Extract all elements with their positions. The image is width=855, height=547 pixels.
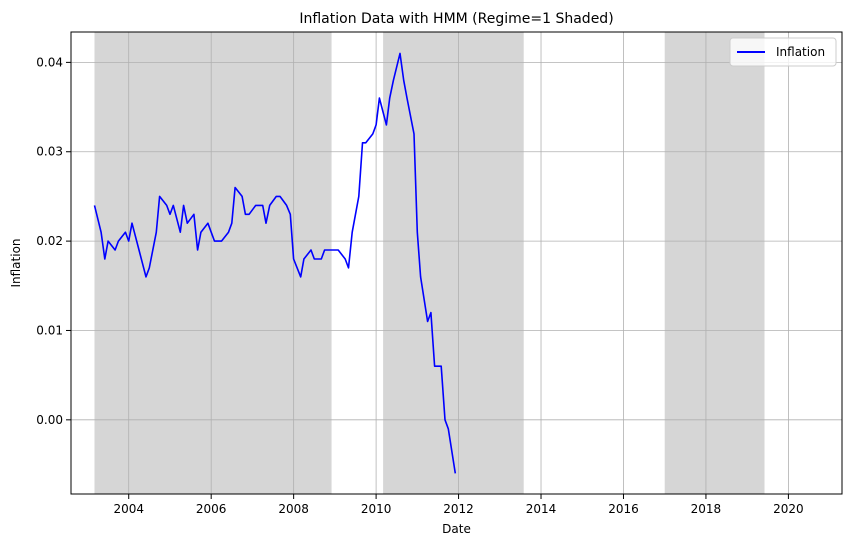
regime-shade-1 xyxy=(94,32,332,494)
series-line-inflation xyxy=(93,52,457,474)
series-lines xyxy=(93,52,457,474)
x-tick-label: 2006 xyxy=(196,502,227,516)
y-tick-label: 0.02 xyxy=(36,234,63,248)
x-tick-label: 2012 xyxy=(443,502,474,516)
regime-shade-3 xyxy=(664,32,765,494)
y-tick-label: 0.04 xyxy=(36,55,63,69)
plot-frame xyxy=(70,31,843,495)
y-tick-label: 0.03 xyxy=(36,145,63,159)
x-tick-label: 2014 xyxy=(526,502,557,516)
x-tick-label: 2016 xyxy=(608,502,639,516)
legend-box xyxy=(729,37,837,67)
x-tick-label: 2020 xyxy=(773,502,804,516)
y-tick-label: 0.00 xyxy=(36,413,63,427)
x-axis: 2004 2006 2008 2010 2012 2014 2016 2018 2020 xyxy=(113,494,804,516)
x-tick-label: 2004 xyxy=(113,502,144,516)
y-axis: 0.00 0.01 0.02 0.03 0.04 xyxy=(36,55,71,427)
y-axis-label: Inflation xyxy=(9,238,23,287)
x-tick-label: 2010 xyxy=(361,502,392,516)
legend: Inflation xyxy=(729,37,837,67)
x-tick-label: 2018 xyxy=(691,502,722,516)
chart-title: Inflation Data with HMM (Regime=1 Shaded… xyxy=(299,11,613,27)
x-axis-label: Date xyxy=(442,522,471,536)
regime-shade-2 xyxy=(383,32,524,494)
y-tick-label: 0.01 xyxy=(36,323,63,337)
grid xyxy=(71,32,842,494)
x-tick-label: 2008 xyxy=(278,502,309,516)
legend-label-inflation: Inflation xyxy=(776,45,825,59)
regime-shading xyxy=(94,32,765,494)
